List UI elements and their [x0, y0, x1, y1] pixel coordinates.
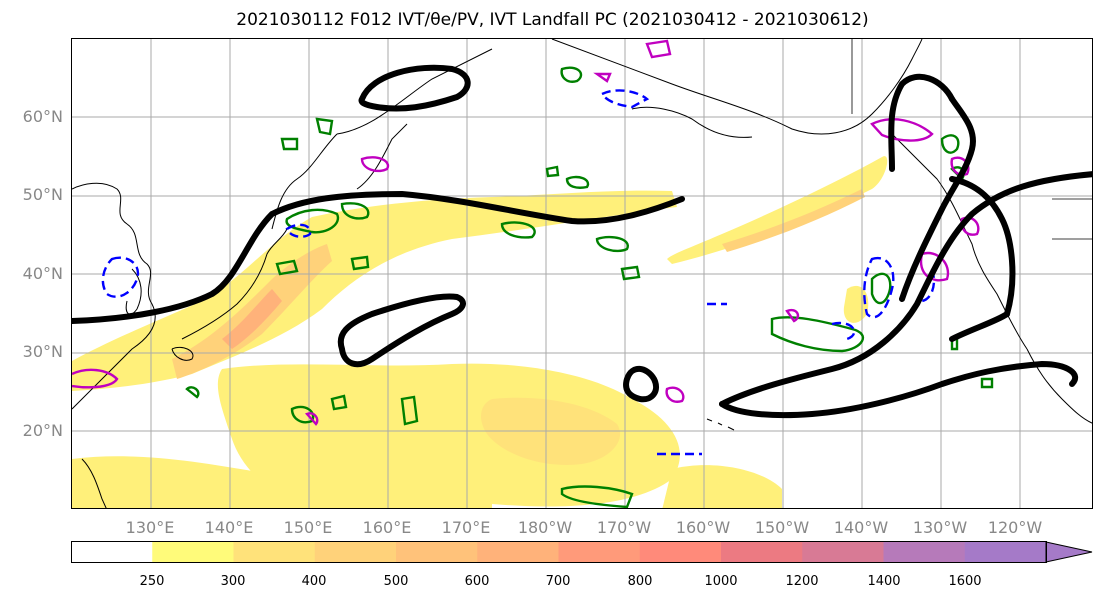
colorbar-cell: [152, 541, 234, 563]
lat-label-60: 60°N: [22, 107, 63, 126]
map-panel: [71, 38, 1093, 509]
lon-label-170w: 170°W: [596, 518, 652, 537]
ivt-plume-west-core: [222, 289, 282, 349]
lon-label-130e: 130°E: [125, 518, 175, 537]
colorbar-tick-label: 600: [464, 574, 490, 589]
colorbar-cell: [802, 541, 884, 563]
ivt-hawaii-patch: [662, 465, 782, 508]
colorbar-tick-label: 500: [383, 574, 409, 589]
pc-contour-coast-loop: [899, 96, 976, 302]
colorbar-cell: [721, 541, 803, 563]
colorbar-cell: [71, 541, 153, 563]
pc-contour-subtropical: [337, 293, 466, 368]
colorbar-cell: [639, 541, 722, 563]
pc-contour-east-loop: [719, 171, 1092, 407]
colorbar-cell: [477, 541, 559, 563]
ivt-south-band: [72, 456, 492, 508]
lon-label-150e: 150°E: [283, 518, 333, 537]
lon-label-170e: 170°E: [441, 518, 491, 537]
colorbar-tick-label: 800: [627, 574, 653, 589]
map-canvas: [72, 39, 1092, 508]
colorbar-tick-label: 700: [545, 574, 571, 589]
pc-contour-east: [888, 73, 955, 172]
colorbar: [71, 541, 1093, 563]
pc-contour-inner-loop: [949, 176, 1016, 342]
ivt-east-small: [843, 285, 869, 323]
green-contours: [185, 66, 994, 508]
colorbar-tick-label: 1600: [948, 574, 982, 589]
colorbar-outline: [71, 541, 1047, 563]
colorbar-extend-arrow: [1045, 541, 1093, 563]
colorbar-cell: [964, 541, 1047, 563]
pc-contour-main-west: [72, 190, 685, 324]
lat-label-30: 30°N: [22, 342, 63, 361]
lon-label-140w: 140°W: [833, 518, 889, 537]
lat-label-40: 40°N: [22, 264, 63, 283]
ivt-plume-east: [667, 156, 888, 264]
colorbar-graphic: [71, 541, 1093, 563]
pc-contour-east-return: [719, 360, 1079, 419]
colorbar-cell: [558, 541, 641, 563]
colorbar-cell: [233, 541, 316, 563]
lon-label-160w: 160°W: [675, 518, 731, 537]
lon-label-130w: 130°W: [912, 518, 968, 537]
colorbar-cell: [883, 541, 966, 563]
colorbar-cell: [396, 541, 478, 563]
colorbar-tick-label: 1400: [867, 574, 901, 589]
black-pc-contours: [72, 64, 1092, 419]
lon-label-120w: 120°W: [987, 518, 1043, 537]
colorbar-tick-label: 1000: [704, 574, 738, 589]
colorbar-tick-label: 250: [139, 574, 165, 589]
colorbar-tick-label: 300: [220, 574, 246, 589]
pc-contour-okhotsk: [358, 64, 471, 112]
ivt-plume-east-inner: [722, 189, 865, 252]
lon-label-160e: 160°E: [362, 518, 412, 537]
colorbar-tick-label: 1200: [785, 574, 819, 589]
pc-contour-small: [623, 365, 660, 403]
figure-title: 2021030112 F012 IVT/θe/PV, IVT Landfall …: [236, 10, 869, 30]
colorbar-cells: [71, 541, 1047, 563]
lat-label-50: 50°N: [22, 185, 63, 204]
lon-label-150w: 150°W: [754, 518, 810, 537]
lon-label-180w: 180°W: [517, 518, 573, 537]
colorbar-cell: [314, 541, 397, 563]
lat-label-20: 20°N: [22, 421, 63, 440]
colorbar-tick-label: 400: [301, 574, 327, 589]
lon-label-140e: 140°E: [204, 518, 254, 537]
